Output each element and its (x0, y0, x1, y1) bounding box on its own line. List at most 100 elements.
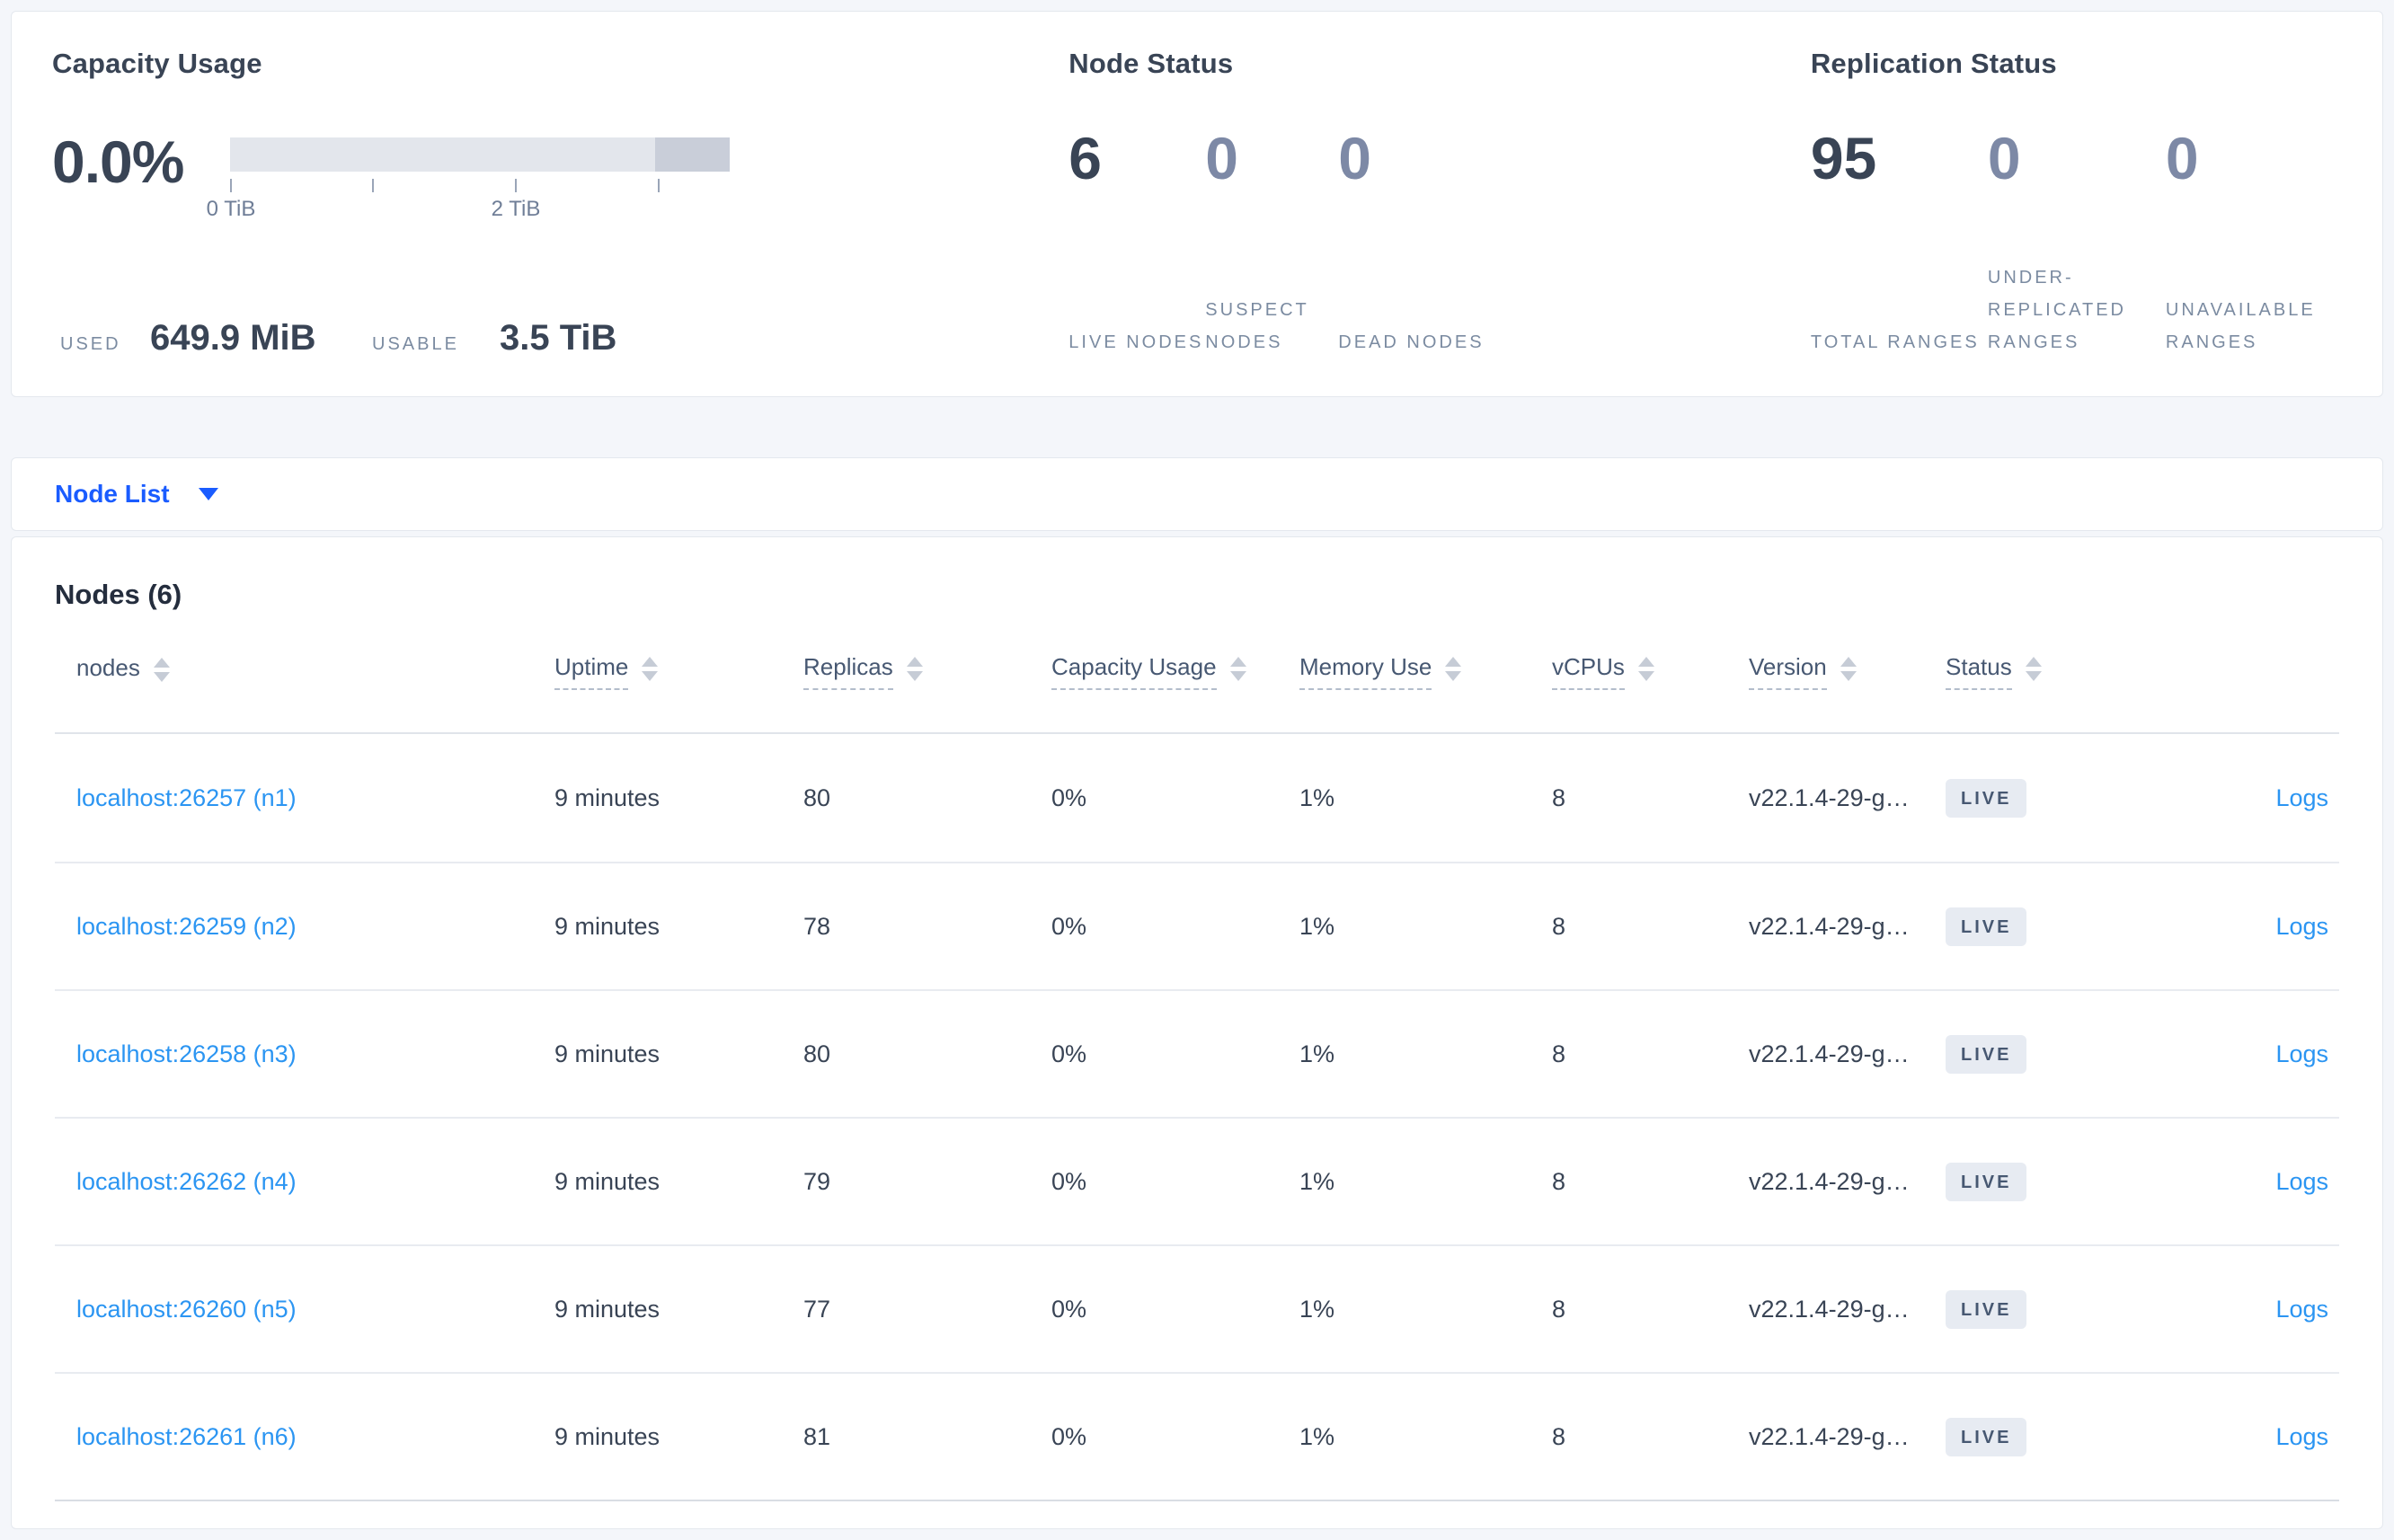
live-nodes-stat: 6 LIVE NODES (1068, 80, 1205, 358)
column-header-uptime[interactable]: Uptime (554, 653, 803, 690)
column-header-capacity-usage[interactable]: Capacity Usage (1051, 653, 1299, 690)
capacity-usage-cell: 0% (1051, 912, 1087, 940)
version-cell: v22.1.4-29-g… (1749, 1040, 1910, 1067)
node-link[interactable]: localhost:26258 (n3) (76, 1040, 297, 1067)
status-badge: LIVE (1946, 778, 2027, 818)
axis-tick-label: 2 TiB (491, 197, 541, 221)
vcpus-cell: 8 (1552, 1422, 1566, 1450)
column-header-nodes[interactable]: nodes (55, 654, 554, 689)
capacity-bar-nonusable-segment (654, 137, 730, 172)
total-ranges-label: TOTAL RANGES (1810, 332, 1980, 352)
nodes-table-card: Nodes (6) nodes Uptime Replicas Capacity… (11, 536, 2383, 1529)
status-badge: LIVE (1946, 1417, 2027, 1456)
sort-icon[interactable] (642, 657, 659, 681)
caret-down-icon (198, 488, 218, 500)
memory-use-cell: 1% (1299, 1167, 1335, 1195)
node-link[interactable]: localhost:26259 (n2) (76, 912, 297, 940)
column-header-status[interactable]: Status (1946, 653, 2174, 690)
logs-link[interactable]: Logs (2275, 1167, 2328, 1195)
uptime-cell: 9 minutes (554, 783, 661, 811)
dead-nodes-count: 0 (1338, 125, 1372, 191)
sort-up-icon (1445, 657, 1462, 667)
sort-icon[interactable] (2025, 657, 2042, 681)
version-cell: v22.1.4-29-g… (1749, 912, 1910, 940)
capacity-usage-cell: 0% (1051, 1422, 1087, 1450)
logs-link[interactable]: Logs (2275, 783, 2328, 811)
capacity-used-percent: 0.0% (52, 128, 184, 195)
node-row: localhost:26257 (n1) 9 minutes 80 0% 1% … (55, 734, 2339, 862)
status-badge: LIVE (1946, 1034, 2027, 1074)
node-link[interactable]: localhost:26257 (n1) (76, 783, 297, 811)
sort-up-icon (2025, 657, 2042, 667)
replication-status-title: Replication Status (1810, 48, 2057, 79)
vcpus-cell: 8 (1552, 1167, 1566, 1195)
capacity-usage-cell: 0% (1051, 1295, 1087, 1323)
node-row: localhost:26261 (n6) 9 minutes 81 0% 1% … (55, 1372, 2339, 1500)
axis-tick (372, 179, 374, 192)
sort-icon[interactable] (1840, 657, 1857, 681)
column-header-vcpus[interactable]: vCPUs (1552, 653, 1749, 690)
replication-status-section: Replication Status 95 TOTAL RANGES 0 UND… (1811, 48, 2342, 358)
sort-down-icon (1445, 671, 1462, 681)
axis-tick (515, 179, 517, 192)
sort-down-icon (1229, 671, 1246, 681)
capacity-usage-title: Capacity Usage (52, 48, 262, 79)
sort-down-icon (153, 672, 170, 682)
unavailable-label: UNAVAILABLE RANGES (2165, 300, 2316, 352)
dead-nodes-label: DEAD NODES (1338, 332, 1485, 352)
sort-up-icon (1229, 657, 1246, 667)
sort-icon[interactable] (1637, 657, 1654, 681)
node-link[interactable]: localhost:26262 (n4) (76, 1167, 297, 1195)
node-row: localhost:26262 (n4) 9 minutes 79 0% 1% … (55, 1117, 2339, 1244)
axis-tick-label: 0 TiB (206, 197, 256, 221)
sort-up-icon (906, 657, 923, 667)
node-status-section: Node Status 6 LIVE NODES 0 SUSPECT NODES… (1068, 48, 1811, 358)
logs-link[interactable]: Logs (2275, 1295, 2328, 1323)
logs-link[interactable]: Logs (2275, 912, 2328, 940)
sort-down-icon (1637, 671, 1654, 681)
sort-icon[interactable] (153, 658, 170, 682)
replicas-cell: 80 (803, 783, 831, 811)
column-header-version[interactable]: Version (1749, 653, 1946, 690)
sort-up-icon (1637, 657, 1654, 667)
uptime-cell: 9 minutes (554, 1295, 661, 1323)
replicas-cell: 79 (803, 1167, 831, 1195)
status-badge: LIVE (1946, 907, 2027, 946)
view-selector-bar: Node List (11, 457, 2383, 531)
node-link[interactable]: localhost:26261 (n6) (76, 1422, 297, 1450)
uptime-cell: 9 minutes (554, 1040, 661, 1067)
replicas-cell: 80 (803, 1040, 831, 1067)
suspect-nodes-label: SUSPECT NODES (1205, 300, 1309, 352)
suspect-nodes-count: 0 (1205, 125, 1239, 191)
capacity-stats-row: USED 649.9 MiB USABLE 3.5 TiB (52, 318, 1068, 358)
usable-value: 3.5 TiB (500, 318, 617, 358)
vcpus-cell: 8 (1552, 912, 1566, 940)
sort-icon[interactable] (906, 657, 923, 681)
sort-up-icon (642, 657, 659, 667)
sort-icon[interactable] (1229, 657, 1246, 681)
table-body: localhost:26257 (n1) 9 minutes 80 0% 1% … (55, 734, 2339, 1501)
version-cell: v22.1.4-29-g… (1749, 1295, 1910, 1323)
usable-label: USABLE (372, 334, 459, 354)
memory-use-cell: 1% (1299, 1422, 1335, 1450)
column-header-memory-use[interactable]: Memory Use (1299, 653, 1552, 690)
status-badge: LIVE (1946, 1289, 2027, 1329)
logs-link[interactable]: Logs (2275, 1422, 2328, 1450)
uptime-cell: 9 minutes (554, 1167, 661, 1195)
sort-down-icon (906, 671, 923, 681)
logs-link[interactable]: Logs (2275, 1040, 2328, 1067)
node-list-dropdown[interactable]: Node List (55, 480, 218, 509)
vcpus-cell: 8 (1552, 1040, 1566, 1067)
node-link[interactable]: localhost:26260 (n5) (76, 1295, 297, 1323)
nodes-table-title: Nodes (6) (55, 579, 182, 610)
sort-up-icon (1840, 657, 1857, 667)
memory-use-cell: 1% (1299, 1040, 1335, 1067)
column-header-replicas[interactable]: Replicas (803, 653, 1051, 690)
total-ranges-count: 95 (1810, 125, 1877, 191)
node-row: localhost:26260 (n5) 9 minutes 77 0% 1% … (55, 1244, 2339, 1372)
unavailable-count: 0 (2165, 125, 2199, 191)
sort-icon[interactable] (1445, 657, 1462, 681)
capacity-usage-cell: 0% (1051, 1040, 1087, 1067)
sort-down-icon (2025, 671, 2042, 681)
